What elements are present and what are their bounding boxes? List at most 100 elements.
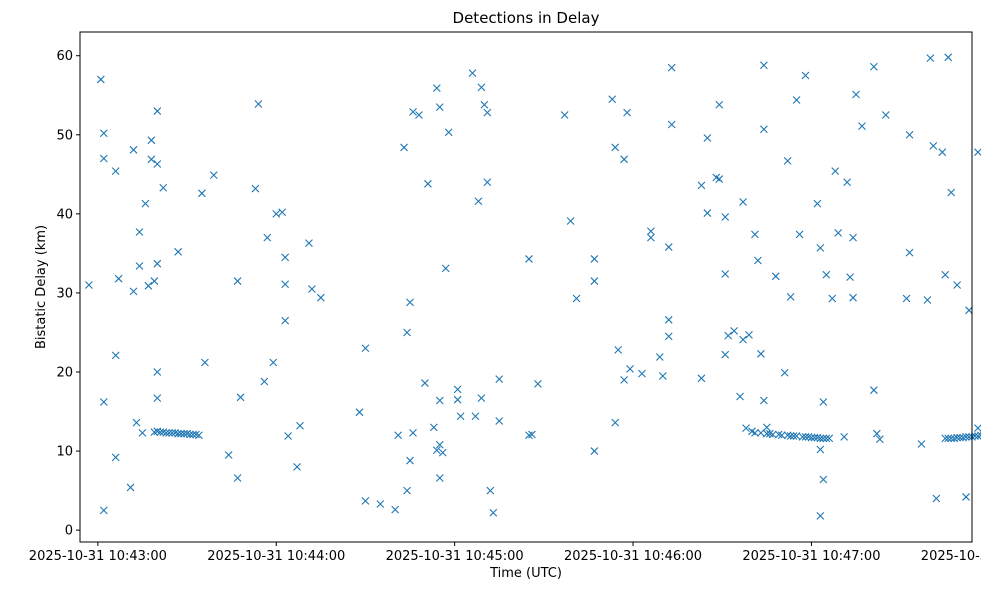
- data-point: [126, 483, 135, 492]
- data-point: [751, 230, 759, 239]
- data-point: [165, 428, 174, 437]
- data-point: [858, 122, 866, 130]
- data-point: [846, 273, 854, 282]
- x-tick-label: 2025-10-31 10:47:00: [742, 549, 880, 564]
- data-point: [269, 358, 278, 367]
- data-point: [941, 270, 950, 279]
- data-point: [590, 255, 599, 263]
- data-point: [875, 435, 884, 444]
- data-point: [409, 428, 417, 437]
- data-point: [471, 412, 480, 421]
- data-point: [355, 408, 364, 417]
- y-tick-label: 50: [56, 128, 73, 143]
- data-point: [962, 432, 970, 441]
- data-point: [938, 148, 947, 157]
- data-point: [224, 451, 233, 459]
- data-point: [715, 100, 724, 109]
- data-point: [281, 316, 290, 325]
- data-point: [664, 243, 673, 251]
- data-point: [85, 281, 93, 289]
- data-point: [932, 494, 941, 503]
- data-point: [819, 398, 828, 406]
- data-point: [822, 434, 831, 443]
- data-point: [831, 167, 840, 176]
- data-point: [736, 392, 744, 401]
- data-point: [415, 111, 423, 119]
- data-point: [251, 184, 260, 193]
- data-point: [724, 331, 733, 340]
- data-point: [566, 217, 575, 225]
- data-point: [771, 272, 780, 281]
- data-point: [834, 228, 843, 237]
- data-point: [129, 287, 138, 296]
- data-point: [99, 154, 108, 163]
- data-point: [697, 181, 706, 190]
- data-point: [655, 353, 664, 361]
- data-point: [435, 103, 444, 112]
- data-point: [926, 54, 935, 62]
- data-point: [816, 434, 825, 443]
- data-point: [284, 432, 293, 440]
- y-axis-label: Bistatic Delay (km): [34, 225, 49, 349]
- data-point: [777, 431, 786, 440]
- data-point: [209, 171, 218, 180]
- data-point: [822, 270, 831, 279]
- data-point: [441, 264, 450, 273]
- data-point: [281, 253, 290, 262]
- data-point: [200, 358, 209, 367]
- data-point: [667, 63, 676, 72]
- chart-title: Detections in Delay: [453, 9, 600, 27]
- data-point: [432, 84, 441, 93]
- data-point: [905, 248, 914, 257]
- data-point: [308, 285, 316, 293]
- scatter-marks: [85, 53, 981, 520]
- data-point: [703, 134, 712, 142]
- data-point: [759, 125, 768, 134]
- y-tick-label: 60: [56, 49, 73, 64]
- data-point: [406, 456, 414, 465]
- x-tick-label: 2025-10-31 10:43:00: [29, 549, 167, 564]
- data-point: [869, 62, 878, 71]
- data-point: [560, 111, 569, 119]
- x-tick-label: 2025-10-31 10:46:00: [564, 549, 702, 564]
- data-point: [135, 262, 144, 270]
- data-point: [316, 293, 325, 302]
- data-point: [786, 292, 795, 301]
- data-point: [745, 330, 753, 339]
- x-axis-label: Time (UTC): [489, 566, 562, 581]
- data-point: [807, 433, 816, 442]
- data-point: [495, 375, 504, 384]
- data-point: [739, 198, 747, 206]
- data-point: [965, 306, 973, 315]
- data-point: [929, 141, 938, 150]
- data-point: [759, 396, 768, 405]
- data-point: [801, 71, 810, 80]
- data-point: [697, 374, 706, 383]
- data-point: [99, 398, 108, 406]
- data-point: [483, 108, 492, 117]
- data-point: [438, 448, 447, 457]
- data-point: [759, 61, 768, 70]
- data-point: [715, 175, 724, 183]
- data-point: [435, 474, 444, 482]
- data-point: [923, 296, 932, 304]
- data-point: [483, 178, 492, 187]
- data-point: [742, 424, 750, 433]
- data-point: [825, 434, 834, 443]
- data-point: [664, 315, 673, 324]
- x-tick-label: 2025-10-31 10:48:00: [921, 549, 981, 564]
- data-point: [162, 428, 171, 437]
- data-point: [111, 351, 120, 360]
- data-point: [947, 188, 956, 197]
- x-tick-label: 2025-10-31 10:45:00: [386, 549, 524, 564]
- data-point: [260, 377, 269, 386]
- data-point: [153, 107, 162, 115]
- data-point: [638, 369, 646, 378]
- data-point: [153, 368, 162, 376]
- plot-area-frame: [79, 31, 973, 543]
- data-point: [721, 213, 730, 221]
- data-point: [792, 96, 801, 104]
- data-point: [305, 239, 313, 248]
- data-point: [174, 429, 183, 438]
- data-point: [525, 431, 533, 440]
